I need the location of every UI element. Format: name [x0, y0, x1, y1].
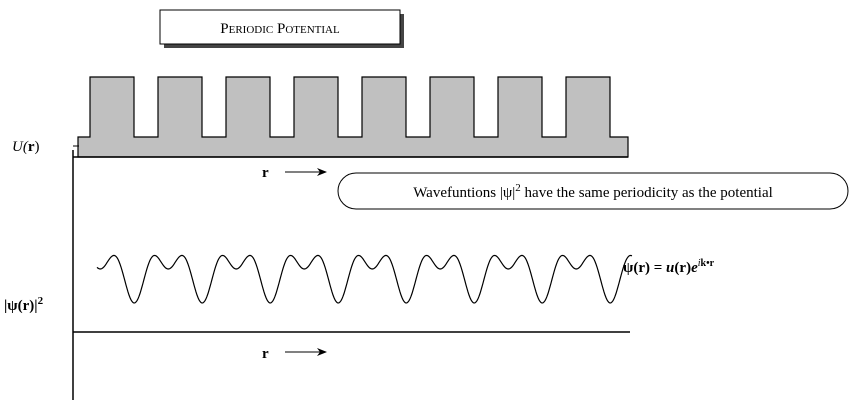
wave-equation: ψ(r) = u(r)eik•r	[623, 258, 715, 276]
square-potential	[77, 76, 629, 158]
wavefunction-curve	[96, 254, 633, 304]
callout: Wavefuntions |ψ|2 have the same periodic…	[413, 182, 773, 201]
r-label: r	[262, 346, 269, 362]
wave-label: |ψ(r)|2	[4, 295, 44, 314]
title-box	[159, 9, 401, 45]
potential-label: U(r)	[12, 139, 40, 155]
r-label: r	[262, 165, 269, 181]
callout-box	[337, 172, 849, 210]
title: Periodic Potential	[220, 21, 340, 37]
